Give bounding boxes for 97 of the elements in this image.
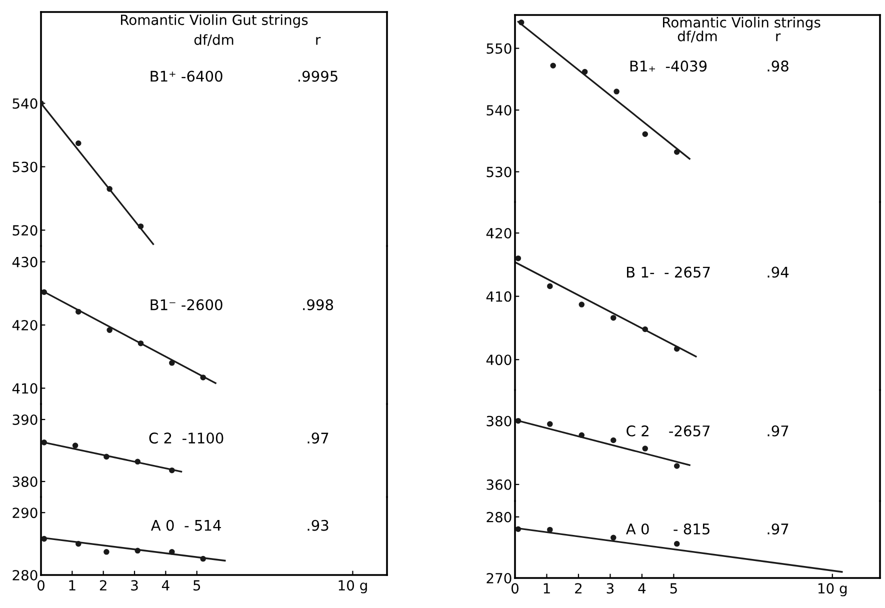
point bbox=[515, 418, 522, 424]
y-tick-label: 270 bbox=[486, 572, 512, 584]
point bbox=[547, 421, 553, 427]
annotation: r bbox=[316, 36, 321, 45]
point bbox=[72, 442, 78, 448]
point bbox=[578, 302, 585, 308]
point bbox=[134, 458, 141, 465]
y-tick-label: 390 bbox=[12, 414, 38, 425]
point bbox=[104, 454, 110, 460]
point bbox=[515, 526, 522, 532]
point bbox=[76, 140, 82, 146]
point bbox=[547, 283, 553, 290]
point bbox=[106, 327, 112, 333]
annotation: A 0 - 514 bbox=[150, 520, 221, 531]
y-tick-label: 410 bbox=[486, 291, 512, 302]
annotation: .97 bbox=[768, 523, 788, 534]
annotation: C 2 -1100 bbox=[149, 432, 224, 444]
point bbox=[578, 432, 585, 438]
point bbox=[76, 308, 82, 315]
point bbox=[582, 68, 588, 75]
x-tick-label: 0 bbox=[511, 583, 518, 594]
annotation: df/dm bbox=[678, 30, 717, 42]
y-tick-label: 530 bbox=[486, 166, 512, 178]
annotation: .94 bbox=[768, 266, 789, 278]
point bbox=[518, 20, 524, 26]
annotation: .97 bbox=[308, 432, 328, 444]
point bbox=[642, 446, 648, 452]
y-tick-label: 420 bbox=[12, 320, 38, 330]
annotation: B1⁻ -2600 bbox=[150, 299, 222, 310]
point bbox=[41, 440, 48, 446]
point bbox=[674, 346, 680, 352]
y-tick-label: 290 bbox=[12, 508, 38, 518]
x-tick-label: 5 bbox=[670, 583, 677, 594]
x-tick-label: 4 bbox=[162, 580, 170, 590]
x-tick-label: 0 bbox=[37, 580, 44, 591]
chart-title: Romantic Violin Gut strings bbox=[121, 14, 308, 28]
x-tick-label: 10 g bbox=[338, 580, 367, 594]
y-tick-label: 280 bbox=[486, 512, 512, 522]
x-tick-label: 1 bbox=[544, 583, 550, 594]
annotation: .97 bbox=[768, 425, 788, 436]
point bbox=[41, 289, 48, 296]
point bbox=[134, 548, 141, 554]
annotation: df/dm bbox=[194, 34, 234, 46]
point bbox=[138, 340, 144, 346]
annotation: B 1- - 2657 bbox=[627, 266, 710, 278]
x-tick-label: 2 bbox=[575, 583, 582, 594]
point bbox=[106, 186, 112, 192]
y-tick-label: 420 bbox=[486, 228, 512, 238]
point bbox=[76, 540, 82, 547]
annotation: .98 bbox=[768, 60, 788, 72]
y-tick-label: 360 bbox=[486, 479, 512, 490]
y-tick-label: 540 bbox=[12, 98, 38, 109]
point bbox=[674, 149, 680, 155]
point bbox=[200, 374, 206, 380]
point bbox=[610, 437, 616, 444]
point bbox=[41, 536, 48, 542]
point bbox=[200, 556, 206, 562]
annotation: B1₊ -4039 bbox=[630, 60, 707, 72]
point bbox=[610, 534, 616, 541]
point bbox=[674, 540, 680, 547]
point bbox=[550, 62, 556, 68]
annotation: C 2 -2657 bbox=[626, 425, 710, 436]
y-tick-label: 530 bbox=[12, 162, 38, 172]
x-tick-label: 2 bbox=[100, 580, 106, 590]
y-tick-label: 280 bbox=[12, 570, 38, 580]
point bbox=[169, 549, 175, 555]
point bbox=[515, 255, 522, 262]
x-tick-label: 5 bbox=[194, 580, 200, 591]
y-tick-label: 410 bbox=[12, 383, 38, 394]
annotation: B1⁺ -6400 bbox=[150, 70, 222, 82]
annotation: .93 bbox=[308, 520, 328, 531]
y-tick-label: 430 bbox=[12, 256, 38, 268]
annotation: A 0 - 815 bbox=[626, 523, 710, 534]
y-tick-label: 540 bbox=[486, 105, 512, 116]
x-tick-label: 4 bbox=[638, 583, 646, 594]
y-tick-label: 520 bbox=[12, 225, 38, 236]
point bbox=[642, 326, 648, 332]
y-tick-label: 550 bbox=[486, 43, 512, 54]
x-tick-label: 1 bbox=[69, 580, 76, 590]
point bbox=[104, 549, 110, 555]
x-tick-label: 10 g bbox=[818, 583, 847, 596]
point bbox=[642, 131, 648, 138]
y-tick-label: 400 bbox=[486, 354, 512, 366]
point bbox=[138, 223, 144, 230]
annotation: .9995 bbox=[298, 70, 338, 82]
point bbox=[169, 360, 175, 366]
point bbox=[674, 463, 680, 469]
point bbox=[169, 467, 175, 474]
annotation: r bbox=[776, 33, 781, 42]
annotation: .998 bbox=[303, 299, 334, 310]
point bbox=[614, 88, 620, 94]
y-tick-label: 380 bbox=[486, 416, 512, 426]
x-tick-label: 3 bbox=[606, 583, 614, 594]
chart-title: Romantic Violin strings bbox=[663, 16, 820, 30]
x-tick-label: 3 bbox=[131, 580, 138, 591]
point bbox=[610, 314, 616, 321]
y-tick-label: 380 bbox=[12, 476, 38, 487]
